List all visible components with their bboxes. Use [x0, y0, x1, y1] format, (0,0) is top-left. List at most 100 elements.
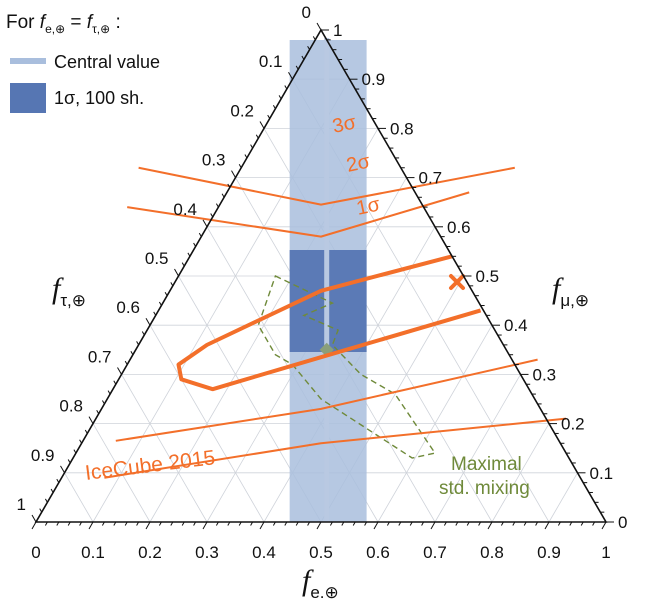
std-mixing-label-1: Maximal [451, 454, 522, 475]
legend-label-1sigma: 1σ, 100 sh. [54, 88, 144, 108]
tick-bottom [181, 521, 185, 526]
best-fit-marker [449, 274, 465, 290]
tick-left [202, 219, 208, 228]
tick-layer [31, 22, 614, 530]
tick-bottom [202, 521, 208, 530]
tick-left [221, 193, 225, 198]
tick-left [259, 121, 265, 129]
tick-left [79, 439, 83, 444]
tick-left [31, 514, 37, 523]
tick-left [198, 232, 202, 237]
tick-left [187, 252, 191, 257]
tick-label-right: 0.1 [590, 464, 614, 483]
tick-bottom [307, 521, 311, 526]
grid-line-fe [434, 374, 521, 523]
tick-left [124, 360, 128, 365]
tick-left [39, 508, 43, 513]
tick-bottom [364, 521, 368, 526]
std-mixing-label-2: std. mixing [439, 478, 530, 499]
tick-bottom [113, 521, 117, 526]
tick-bottom [79, 521, 83, 526]
tick-bottom [284, 521, 288, 526]
tick-left [107, 390, 111, 395]
tick-label-left: 0.9 [31, 446, 55, 465]
tick-left [316, 22, 322, 31]
tick-left [181, 262, 185, 267]
tick-left [73, 449, 77, 454]
tick-label-bottom: 0.1 [81, 543, 105, 562]
axis-title-left: fτ,⊕ [52, 272, 86, 310]
tick-bottom [592, 521, 596, 526]
tick-label-right: 1 [333, 21, 342, 40]
tick-left [164, 291, 168, 296]
tick-label-bottom: 0.8 [480, 543, 504, 562]
sigma-label-1: 1σ [354, 193, 382, 220]
tick-bottom [44, 521, 48, 526]
sigma-label-2: 2σ [344, 150, 372, 177]
tick-left [272, 104, 276, 109]
tick-bottom [466, 521, 470, 526]
std-mixing-region [257, 275, 437, 459]
tick-left [96, 410, 100, 415]
tick-bottom [272, 521, 276, 526]
tick-bottom [557, 521, 561, 526]
grid-line-ftau [64, 472, 94, 523]
tick-left [174, 268, 179, 277]
tick-bottom [430, 521, 436, 530]
tick-bottom [409, 521, 413, 526]
tick-label-right: 0.7 [419, 169, 443, 188]
tick-label-bottom: 0.6 [366, 543, 390, 562]
tick-left [67, 459, 71, 464]
tick-label-left: 0.3 [202, 151, 226, 170]
tick-label-bottom: 0.5 [309, 543, 333, 562]
tick-left [227, 183, 231, 188]
tick-left [130, 350, 134, 355]
tick-label-bottom: 0.3 [195, 543, 219, 562]
grid-line-ftau [92, 423, 151, 523]
tick-bottom [56, 521, 60, 526]
tick-bottom [295, 521, 299, 526]
tick-label-left: 0.7 [88, 347, 112, 366]
tick-bottom [386, 521, 390, 526]
tick-bottom [569, 521, 573, 526]
tick-label-right: 0.3 [533, 365, 557, 384]
tick-left [288, 71, 293, 80]
tick-label-right: 0 [618, 513, 627, 532]
tick-left [141, 331, 145, 336]
tick-bottom [88, 521, 94, 530]
grid-line-ftau [121, 374, 208, 523]
tick-bottom [124, 521, 128, 526]
tick-label-left: 0.8 [59, 397, 83, 416]
tick-bottom [352, 521, 356, 526]
tick-label-left: 0.6 [116, 298, 140, 317]
tick-left [153, 311, 157, 316]
tick-left [307, 45, 311, 50]
tick-bottom [31, 521, 37, 530]
tick-label-right: 0.4 [504, 316, 528, 335]
tick-left [250, 144, 254, 149]
tick-bottom [136, 521, 140, 526]
tick-label-right: 0.9 [362, 70, 386, 89]
tick-bottom [145, 521, 151, 530]
tick-bottom [329, 521, 333, 526]
grid-line-ftau [149, 324, 265, 523]
tick-label-bottom: 0.2 [138, 543, 162, 562]
tick-label-left: 0.5 [145, 249, 169, 268]
tick-left [101, 400, 105, 405]
tick-label-right: 0.5 [476, 267, 500, 286]
tick-left [84, 429, 88, 434]
tick-left [136, 341, 140, 346]
tick-bottom [341, 521, 345, 526]
axis-title-bottom: fe.⊕ [302, 564, 339, 602]
tick-label-bottom: 0.4 [252, 543, 276, 562]
tick-bottom [455, 521, 459, 526]
tick-left [210, 213, 214, 218]
icecube-contour-5 [104, 417, 567, 479]
tick-left [88, 416, 94, 424]
tick-left [255, 134, 259, 139]
tick-left [295, 65, 299, 70]
tick-bottom [478, 521, 482, 526]
tick-left [50, 488, 54, 493]
